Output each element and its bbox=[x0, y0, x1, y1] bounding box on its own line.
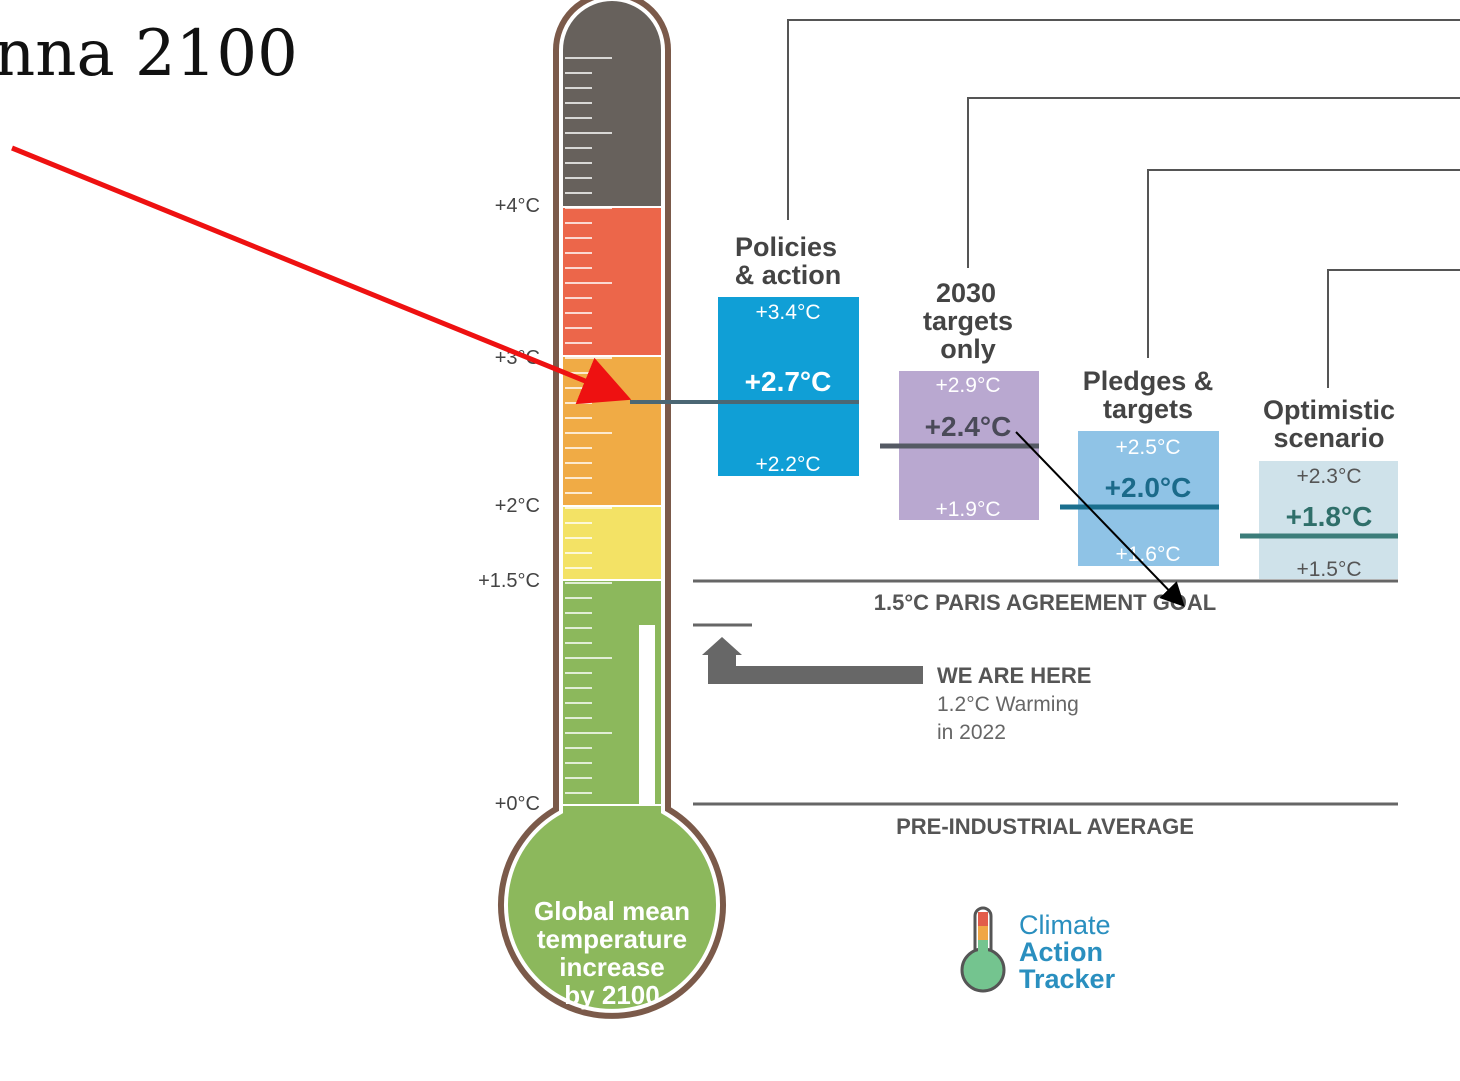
connector-lines bbox=[787, 19, 1460, 388]
scenario-label: scenario bbox=[1273, 423, 1384, 453]
scale-labels: +4°C +3°C +2°C +1.5°C +0°C bbox=[478, 195, 540, 815]
preindustrial-label: PRE-INDUSTRIAL AVERAGE bbox=[896, 814, 1194, 839]
band-yellow bbox=[540, 506, 680, 580]
red-annotation-arrow bbox=[11, 145, 632, 405]
scale-label-1-5c: +1.5°C bbox=[478, 570, 540, 592]
scenario-low-value: +1.5°C bbox=[1296, 558, 1361, 581]
scenario-label: targets bbox=[923, 306, 1013, 336]
scale-label-4c: +4°C bbox=[495, 195, 540, 217]
thermometer: Global mean temperature increase by 2100 bbox=[498, 0, 726, 1019]
logo-line-2: Action bbox=[1019, 937, 1103, 967]
scenario-2030-targets: 2030 targets only +2.9°C +2.4°C +1.9°C bbox=[880, 278, 1039, 521]
scenario-low-value: +1.6°C bbox=[1115, 543, 1180, 566]
scenario-label: 2030 bbox=[936, 278, 996, 308]
scenario-label: Policies bbox=[735, 232, 837, 262]
current-level-bar bbox=[639, 625, 655, 805]
scenario-high-value: +2.5°C bbox=[1115, 436, 1180, 459]
scenario-pledges-targets: Pledges & targets +2.5°C +2.0°C +1.6°C bbox=[1060, 366, 1219, 566]
paris-goal-label: 1.5°C PARIS AGREEMENT GOAL bbox=[874, 590, 1217, 615]
scenario-mid-value: +2.0°C bbox=[1105, 472, 1192, 503]
scenario-range-box bbox=[718, 297, 859, 476]
black-annotation-arrow bbox=[1015, 431, 1185, 607]
scenario-range-box bbox=[1259, 461, 1398, 579]
scenario-policies-action: Policies & action +3.4°C +2.7°C +2.2°C bbox=[630, 232, 859, 476]
scenario-optimistic: Optimistic scenario +2.3°C +1.8°C +1.5°C bbox=[1240, 395, 1398, 581]
scenario-mid-value: +1.8°C bbox=[1286, 501, 1373, 532]
scenario-range-box bbox=[1078, 431, 1219, 566]
scenario-high-value: +2.3°C bbox=[1296, 465, 1361, 488]
logo-line-3: Tracker bbox=[1019, 964, 1116, 994]
scale-label-3c: +3°C bbox=[495, 347, 540, 369]
we-are-here-marker: WE ARE HERE 1.2°C Warming in 2022 bbox=[693, 623, 1091, 744]
climate-action-tracker-logo: Climate Action Tracker bbox=[960, 906, 1116, 994]
scenario-high-value: +3.4°C bbox=[755, 301, 820, 324]
bulb-line-2: temperature bbox=[537, 924, 687, 954]
scale-label-0c: +0°C bbox=[495, 793, 540, 815]
logo-line-1: Climate bbox=[1019, 910, 1111, 940]
scenario-low-value: +2.2°C bbox=[755, 453, 820, 476]
scenario-low-value: +1.9°C bbox=[935, 498, 1000, 521]
scenario-label: Optimistic bbox=[1263, 395, 1395, 425]
bulb-label: Global mean temperature increase by 2100 bbox=[534, 896, 690, 1010]
scenario-label: targets bbox=[1103, 394, 1193, 424]
scenario-label: Pledges & bbox=[1083, 366, 1214, 396]
scenario-mid-value: +2.4°C bbox=[925, 411, 1012, 442]
title-fragment: nna 2100 bbox=[0, 17, 298, 91]
scenario-mid-value: +2.7°C bbox=[745, 366, 832, 397]
scenario-label: only bbox=[940, 334, 996, 364]
we-are-here-line1: 1.2°C Warming bbox=[937, 693, 1079, 716]
bulb-line-1: Global mean bbox=[534, 896, 690, 926]
scenario-high-value: +2.9°C bbox=[935, 374, 1000, 397]
scale-label-2c: +2°C bbox=[495, 495, 540, 517]
bulb-line-3: increase bbox=[559, 952, 665, 982]
band-red bbox=[540, 207, 680, 356]
we-are-here-line2: in 2022 bbox=[937, 721, 1006, 744]
scenario-label: & action bbox=[735, 260, 842, 290]
we-are-here-title: WE ARE HERE bbox=[937, 663, 1091, 688]
up-arrow-icon bbox=[702, 637, 923, 684]
bulb-line-4: by 2100 bbox=[564, 980, 659, 1010]
